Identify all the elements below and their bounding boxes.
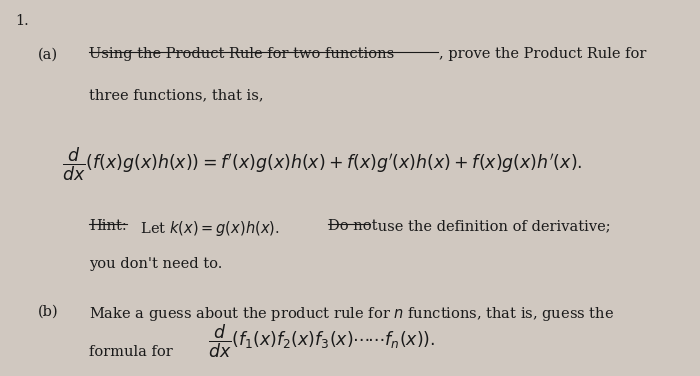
Text: , prove the Product Rule for: , prove the Product Rule for — [439, 47, 646, 61]
Text: use the definition of derivative;: use the definition of derivative; — [372, 220, 610, 233]
Text: Make a guess about the product rule for $n$ functions, that is, guess the: Make a guess about the product rule for … — [89, 305, 614, 323]
Text: you don't need to.: you don't need to. — [89, 256, 223, 271]
Text: Do not: Do not — [328, 220, 377, 233]
Text: $\dfrac{d}{dx}(f(x)g(x)h(x)) = f'(x)g(x)h(x) + f(x)g'(x)h(x) + f(x)g(x)h'(x).$: $\dfrac{d}{dx}(f(x)g(x)h(x)) = f'(x)g(x)… — [62, 146, 582, 183]
Text: 1.: 1. — [15, 14, 29, 28]
Text: Using the Product Rule for two functions: Using the Product Rule for two functions — [89, 47, 394, 61]
Text: formula for: formula for — [89, 346, 173, 359]
Text: Let $k(x) = g(x)h(x)$.: Let $k(x) = g(x)h(x)$. — [130, 220, 281, 238]
Text: $\dfrac{d}{dx}(f_1(x)f_2(x)f_3(x)\cdots\!\cdots f_n(x)).$: $\dfrac{d}{dx}(f_1(x)f_2(x)f_3(x)\cdots\… — [209, 323, 436, 360]
Text: (b): (b) — [38, 305, 59, 319]
Text: Hint:: Hint: — [89, 220, 127, 233]
Text: (a): (a) — [38, 47, 58, 61]
Text: three functions, that is,: three functions, that is, — [89, 88, 264, 102]
